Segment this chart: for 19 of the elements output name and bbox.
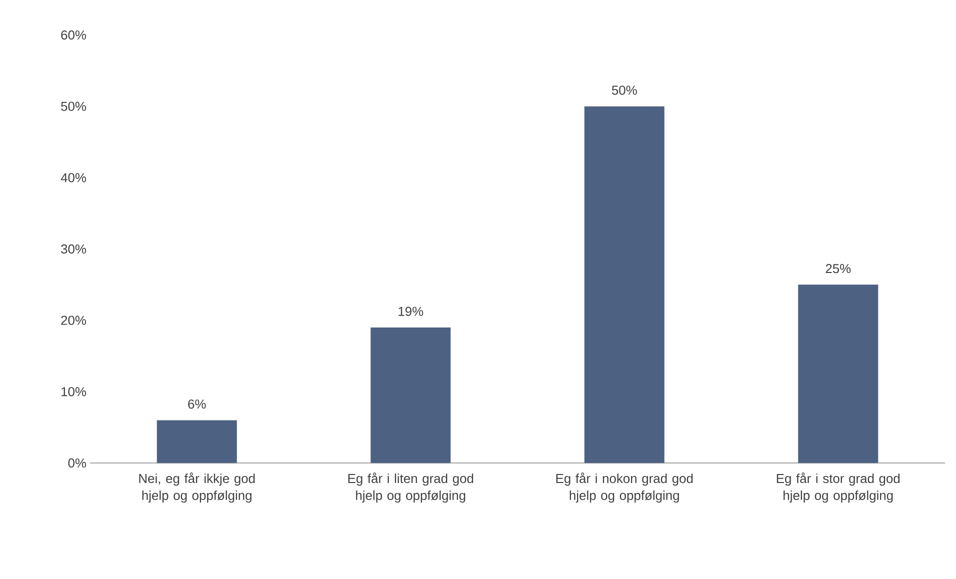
data-label: 19% — [398, 306, 424, 316]
data-label: 50% — [612, 86, 637, 95]
y-tick-label: 0% — [68, 458, 86, 468]
bar — [370, 327, 451, 463]
y-tick-label: 60% — [61, 30, 86, 40]
y-tick-label: 10% — [62, 387, 86, 396]
x-tick-label: Nei, eg får ikkje god hjelp og oppfølging — [139, 472, 255, 503]
data-label: 25% — [826, 264, 851, 274]
bar — [798, 284, 878, 463]
y-tick-label: 30% — [61, 244, 86, 254]
x-tick-label: Eg får i nokon grad god hjelp og oppfølging — [556, 472, 693, 503]
x-tick-label: Eg får i stor grad god hjelp og oppfølging — [776, 472, 900, 503]
y-tick-label: 50% — [61, 102, 86, 111]
y-tick-label: 20% — [61, 316, 86, 325]
data-label: 6% — [188, 400, 206, 409]
bar — [156, 420, 237, 463]
x-tick-label: Eg får i liten grad god hjelp og oppfølging — [348, 472, 474, 503]
y-tick-label: 40% — [60, 173, 86, 182]
bar — [584, 106, 664, 463]
